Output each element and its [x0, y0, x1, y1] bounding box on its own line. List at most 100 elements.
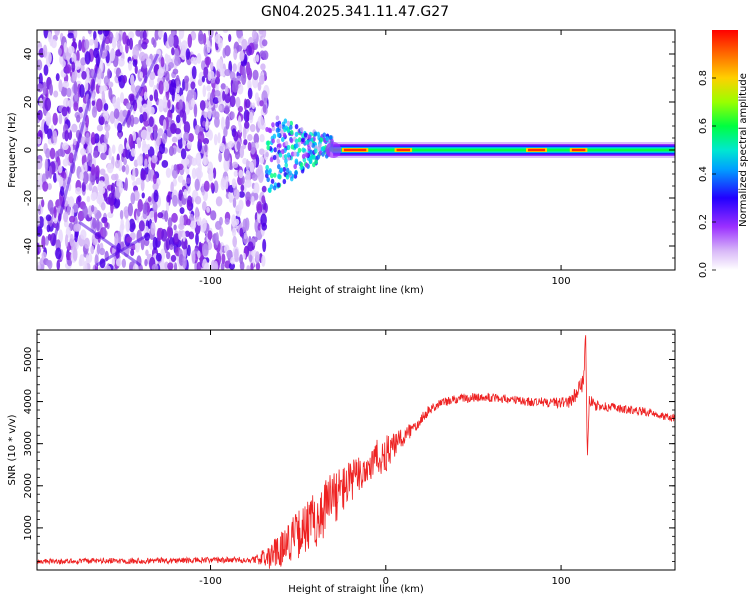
- spectral-speckle: [231, 227, 237, 237]
- spectral-speckle: [175, 114, 181, 124]
- tone-band: [333, 148, 675, 152]
- spectral-speckle: [130, 248, 135, 257]
- spectral-speckle: [44, 158, 49, 172]
- spectral-speckle: [228, 192, 233, 199]
- spectral-speckle: [260, 63, 266, 71]
- spectral-speckle: [103, 103, 109, 111]
- spectral-speckle: [173, 224, 177, 231]
- spectral-speckle: [151, 263, 159, 270]
- spectral-speckle: [95, 218, 100, 232]
- spectral-speckle: [212, 167, 217, 179]
- spectral-speckle: [102, 227, 107, 238]
- spectral-speckle: [37, 83, 43, 93]
- spectral-speckle: [101, 85, 108, 92]
- spectral-speckle: [272, 185, 277, 191]
- y-tick-label: 4000: [23, 389, 34, 414]
- spectral-speckle: [316, 154, 321, 160]
- spectral-speckle: [305, 152, 309, 158]
- spectral-speckle: [251, 30, 257, 40]
- spectral-speckle: [130, 114, 135, 128]
- spectral-speckle: [299, 162, 304, 168]
- spectral-speckle: [247, 241, 254, 252]
- spectral-speckle: [137, 198, 144, 213]
- spectral-speckle: [76, 49, 80, 63]
- spectral-speckle: [238, 191, 245, 198]
- spectral-speckle: [78, 106, 84, 113]
- spectral-speckle: [284, 141, 289, 147]
- spectral-speckle: [169, 244, 174, 251]
- spectral-speckle: [119, 209, 124, 220]
- spectral-speckle: [224, 217, 230, 225]
- spectral-speckle: [148, 78, 155, 88]
- spectral-speckle: [56, 259, 61, 270]
- spectral-speckle: [203, 66, 209, 78]
- spectral-speckle: [79, 63, 85, 73]
- spectral-speckle: [148, 210, 156, 222]
- spectral-speckle: [67, 45, 75, 54]
- spectral-speckle: [101, 90, 106, 104]
- spectral-speckle: [180, 49, 188, 60]
- spectral-speckle: [96, 243, 101, 255]
- y-tick-label: -40: [23, 238, 34, 254]
- spectral-speckle: [159, 105, 164, 113]
- spectral-speckle: [57, 47, 62, 56]
- y-tick-label: 5000: [23, 347, 34, 372]
- spectral-speckle: [41, 199, 45, 208]
- spectral-speckle: [145, 58, 152, 67]
- spectral-speckle: [169, 82, 176, 96]
- spectral-speckle: [42, 181, 49, 192]
- spectral-speckle: [255, 54, 260, 63]
- spectral-speckle: [223, 148, 231, 162]
- spectral-speckle: [254, 219, 259, 233]
- spectral-speckle: [182, 78, 186, 91]
- spectral-speckle: [105, 179, 110, 187]
- spectrogram-xlabel: Height of straight line (km): [288, 285, 424, 296]
- spectral-speckle: [135, 177, 142, 185]
- spectral-speckle: [58, 79, 63, 93]
- spectral-speckle: [316, 131, 321, 137]
- spectral-speckle: [206, 40, 211, 54]
- spectral-speckle: [158, 30, 164, 38]
- spectral-speckle: [108, 192, 115, 206]
- spectral-speckle: [132, 45, 140, 60]
- spectral-speckle: [294, 124, 299, 130]
- spectral-speckle: [272, 154, 277, 161]
- spectral-speckle: [79, 84, 85, 98]
- spectral-speckle: [304, 162, 309, 168]
- spectral-speckle: [190, 97, 195, 108]
- spectral-speckle: [173, 164, 178, 171]
- spectral-speckle: [223, 158, 230, 172]
- spectral-speckle: [230, 257, 235, 265]
- spectral-speckle: [93, 106, 97, 113]
- y-tick-label: 1000: [23, 515, 34, 540]
- spectral-speckle: [79, 171, 84, 181]
- spectral-speckle: [115, 258, 122, 267]
- spectral-speckle: [249, 111, 254, 124]
- spectral-speckle: [242, 126, 247, 140]
- spectral-speckle: [262, 238, 267, 253]
- spectral-speckle: [77, 195, 82, 203]
- spectral-speckle: [142, 111, 148, 122]
- spectral-speckle: [321, 151, 325, 157]
- spectral-speckle: [123, 158, 127, 166]
- spectral-speckle: [111, 144, 116, 154]
- spectral-speckle: [276, 138, 281, 144]
- spectral-speckle: [170, 181, 174, 194]
- spectral-speckle: [128, 133, 134, 148]
- spectral-speckle: [228, 33, 232, 43]
- spectral-speckle: [307, 134, 312, 140]
- spectral-speckle: [107, 68, 111, 80]
- spectral-speckle: [173, 262, 178, 270]
- spectral-speckle: [267, 169, 272, 176]
- x-tick-label: 0: [383, 576, 389, 587]
- colorbar-axis: 0.0 0.2 0.4 0.6 0.8: [698, 70, 716, 278]
- spectral-speckle: [257, 164, 263, 174]
- spectral-speckle: [203, 180, 210, 192]
- spectral-speckle: [114, 173, 119, 181]
- spectral-speckle: [179, 215, 185, 227]
- spectral-speckle: [210, 210, 217, 221]
- spectral-speckle: [130, 83, 136, 93]
- spectral-speckle: [290, 144, 295, 150]
- spectral-speckle: [157, 212, 164, 219]
- spectral-speckle: [164, 70, 170, 82]
